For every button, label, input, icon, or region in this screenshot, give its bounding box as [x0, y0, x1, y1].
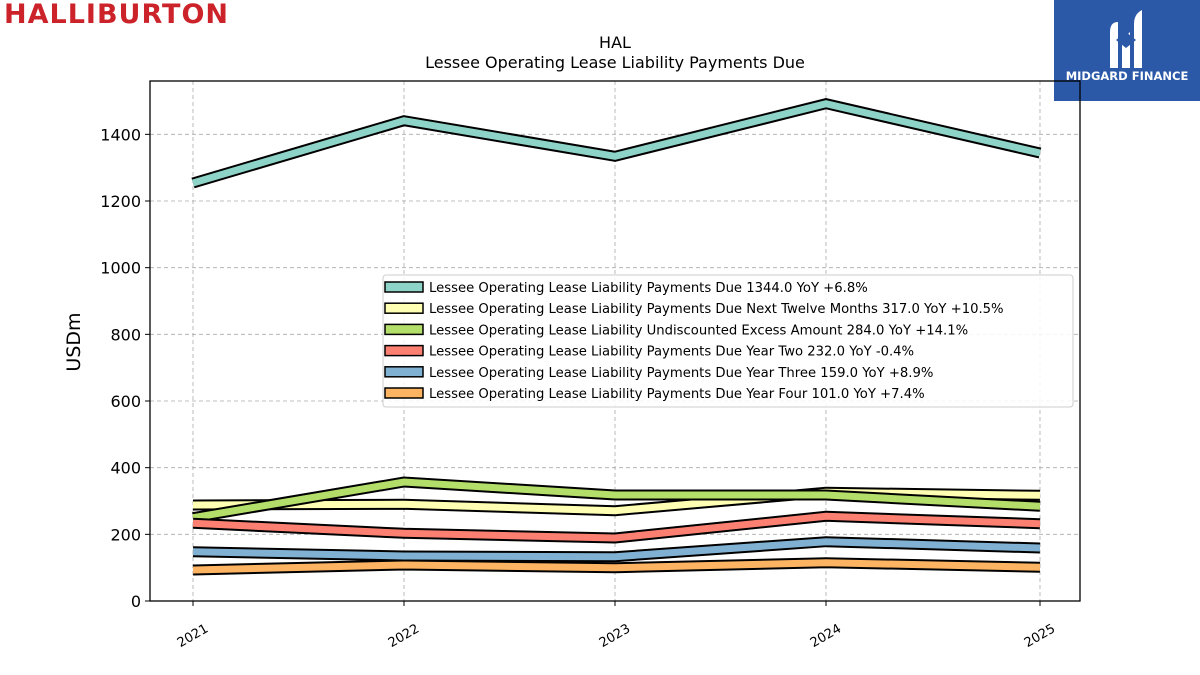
legend-label: Lessee Operating Lease Liability Payment… — [429, 387, 925, 402]
x-tick-label: 2022 — [386, 621, 422, 651]
legend-swatch — [384, 302, 424, 314]
legend-label: Lessee Operating Lease Liability Payment… — [429, 281, 868, 296]
series-line — [192, 100, 1041, 187]
series-line — [192, 512, 1041, 542]
legend-swatch — [384, 323, 424, 336]
legend-label: Lessee Operating Lease Liability Payment… — [429, 345, 914, 360]
y-tick-label: 1200 — [100, 192, 141, 211]
midgard-finance-badge: MIDGARD FINANCE — [1054, 0, 1200, 101]
chart-subtitle: Lessee Operating Lease Liability Payment… — [425, 53, 805, 72]
midgard-logo-icon — [1110, 10, 1142, 68]
series-line — [192, 559, 1041, 574]
y-tick-label: 200 — [110, 525, 141, 544]
legend-box — [382, 274, 1074, 408]
y-tick-label: 800 — [110, 325, 141, 344]
legend-swatch — [384, 344, 424, 357]
series-line — [192, 478, 1041, 522]
legend-swatch — [384, 387, 424, 399]
badge-label: MIDGARD FINANCE — [1065, 69, 1189, 83]
series-layer — [191, 98, 1042, 576]
y-axis-label: USDm — [63, 312, 85, 371]
x-tick-label: 2025 — [1022, 621, 1058, 651]
y-tick-label: 0 — [131, 592, 141, 611]
x-tick-label: 2024 — [808, 621, 844, 651]
y-tick-label: 1400 — [100, 125, 141, 144]
y-tick-label: 600 — [110, 392, 141, 411]
legend: Lessee Operating Lease Liability Payment… — [382, 274, 1074, 408]
legend-label: Lessee Operating Lease Liability Payment… — [429, 302, 1004, 317]
legend-label: Lessee Operating Lease Liability Payment… — [429, 366, 933, 381]
y-tick-label: 1000 — [100, 259, 141, 278]
series-line — [192, 538, 1041, 561]
chart-title: HAL — [599, 33, 631, 52]
halliburton-logo: HALLIBURTON — [4, 0, 229, 30]
legend-label: Lessee Operating Lease Liability Undisco… — [429, 323, 968, 338]
y-tick-label: 400 — [110, 459, 141, 478]
legend-swatch — [384, 281, 424, 293]
x-tick-label: 2023 — [597, 621, 633, 651]
x-tick-label: 2021 — [175, 621, 211, 651]
legend-swatch — [384, 366, 424, 378]
